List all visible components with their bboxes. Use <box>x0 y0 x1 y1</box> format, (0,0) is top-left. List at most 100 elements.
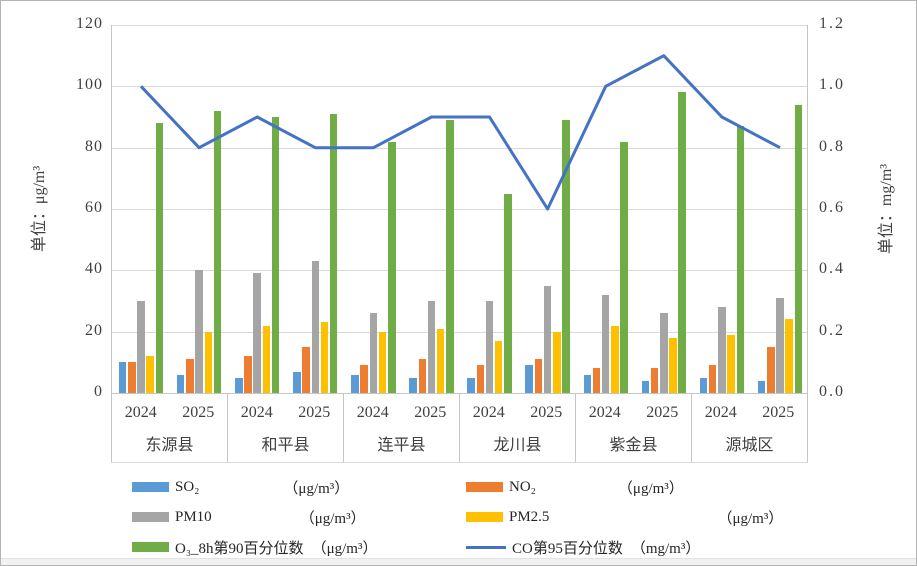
bar-o3-8h <box>620 141 628 393</box>
bar-pm10 <box>776 297 784 393</box>
legend-item-no2: NO₂ （μg/m³） <box>466 477 783 498</box>
legend-series-unit: （μg/m³） <box>283 480 350 497</box>
bar-pm2-5 <box>727 334 735 393</box>
y-axis-tick-left: 100 <box>76 76 103 94</box>
bar-no2 <box>186 359 194 393</box>
bar-o3-8h <box>329 113 338 393</box>
legend-series-unit: （mg/m³） <box>630 540 701 557</box>
bar-no2 <box>650 368 659 393</box>
bar-so2 <box>176 374 185 393</box>
bar-o3-8h <box>794 104 803 393</box>
bar-so2 <box>118 362 127 393</box>
bar-pm2-5 <box>204 331 213 393</box>
y-axis-tick-right: 0.8 <box>819 137 845 155</box>
y-axis-tick-left: 80 <box>85 137 103 155</box>
bar-o3-8h <box>736 126 745 393</box>
bar-so2 <box>351 374 359 393</box>
legend-series-unit: （μg/m³） <box>617 480 684 497</box>
bar-o3-8h <box>155 123 164 393</box>
bar-pm2-5 <box>669 337 677 393</box>
y-axis-tick-left: 40 <box>85 260 103 278</box>
bar-pm10 <box>427 301 436 393</box>
legend-series-name: NO₂ <box>509 478 536 495</box>
y-axis-tick-left: 20 <box>85 321 103 339</box>
x-axis-year-label: 2024 <box>356 404 389 421</box>
legend-series-unit: （μg/m³） <box>717 510 784 527</box>
x-axis-years-row: 2024 2025 <box>576 394 691 431</box>
legend-swatch-no2 <box>466 482 503 492</box>
gridline <box>112 25 807 26</box>
x-axis-years-row: 2024 2025 <box>344 394 459 431</box>
bar-so2 <box>409 377 417 393</box>
bar-o3-8h <box>213 110 222 393</box>
x-axis-year-label: 2024 <box>240 404 273 421</box>
plot-area <box>111 25 808 393</box>
x-axis-group: 2024 2025 连平县 <box>344 394 460 462</box>
bar-pm10 <box>369 313 378 393</box>
x-axis-group: 2024 2025 源城区 <box>692 394 808 462</box>
x-axis-year-label: 2025 <box>530 404 563 421</box>
bar-o3-8h <box>504 193 512 393</box>
bar-pm2-5 <box>785 319 793 393</box>
x-axis-year-label: 2024 <box>704 404 737 421</box>
bar-pm10 <box>485 301 494 393</box>
x-axis-years-row: 2024 2025 <box>692 394 807 431</box>
y-axis-tick-left: 60 <box>85 199 103 216</box>
legend-item-so2: SO₂ （μg/m³） <box>132 477 466 498</box>
x-axis-year-label: 2025 <box>646 404 679 421</box>
gridline <box>112 209 807 210</box>
legend-series-name: CO第95百分位数 <box>512 540 623 557</box>
bar-pm10 <box>311 261 320 393</box>
legend-swatch-so2 <box>132 482 169 492</box>
bar-so2 <box>467 377 475 393</box>
y-axis-tick-left: 120 <box>76 15 103 32</box>
x-axis-year-label: 2025 <box>762 404 795 421</box>
legend-swatch-pm2-5 <box>466 512 503 522</box>
bar-o3-8h <box>271 117 280 393</box>
bar-pm10 <box>718 307 726 393</box>
legend-item-pm10: PM10 （μg/m³） <box>132 507 466 528</box>
bar-o3-8h <box>678 92 686 393</box>
gridline <box>112 147 807 149</box>
legend-series-name: O₃_8h第90百分位数 <box>175 540 304 557</box>
x-axis-county-label: 连平县 <box>377 437 426 454</box>
y-axis-tick-right: 0.6 <box>819 199 845 216</box>
bar-pm2-5 <box>378 331 387 393</box>
bar-no2 <box>244 356 252 393</box>
bar-no2 <box>128 362 136 393</box>
x-axis-group: 2024 2025 和平县 <box>228 394 344 462</box>
bar-no2 <box>476 365 485 393</box>
y-axis-tick-left: 0 <box>94 383 103 400</box>
x-axis-group: 2024 2025 紫金县 <box>576 394 692 462</box>
x-axis-year-label: 2025 <box>414 404 447 421</box>
bar-so2 <box>757 380 766 393</box>
window-bottom-strip <box>1 558 916 565</box>
bar-o3-8h <box>446 120 454 393</box>
bar-pm2-5 <box>436 328 445 393</box>
gridline <box>112 86 807 88</box>
bar-no2 <box>302 347 310 393</box>
bar-so2 <box>293 371 301 393</box>
x-axis-county-label: 龙川县 <box>493 437 542 454</box>
y-axis-tick-right: 1.2 <box>819 15 845 32</box>
y-axis-tick-right: 1.0 <box>819 76 845 94</box>
x-axis-year-label: 2024 <box>124 404 157 421</box>
gridline <box>112 331 807 333</box>
bar-so2 <box>699 377 708 393</box>
x-axis-years-row: 2024 2025 <box>460 394 575 431</box>
x-axis-group: 2024 2025 龙川县 <box>460 394 576 462</box>
legend-item-co: CO第95百分位数 （mg/m³） <box>466 537 783 558</box>
bar-no2 <box>767 347 775 393</box>
x-axis-year-label: 2025 <box>298 404 331 421</box>
bar-pm2-5 <box>320 322 329 393</box>
legend-item-pm2-5: PM2.5 （μg/m³） <box>466 507 783 528</box>
x-axis-year-label: 2024 <box>472 404 505 421</box>
x-axis-county-label: 紫金县 <box>609 437 658 454</box>
bar-pm2-5 <box>146 356 154 393</box>
bar-pm2-5 <box>494 340 503 393</box>
x-axis-county-label: 东源县 <box>145 437 194 454</box>
bar-so2 <box>583 374 592 393</box>
legend-series-name: SO₂ <box>175 478 200 495</box>
bar-no2 <box>592 368 601 393</box>
